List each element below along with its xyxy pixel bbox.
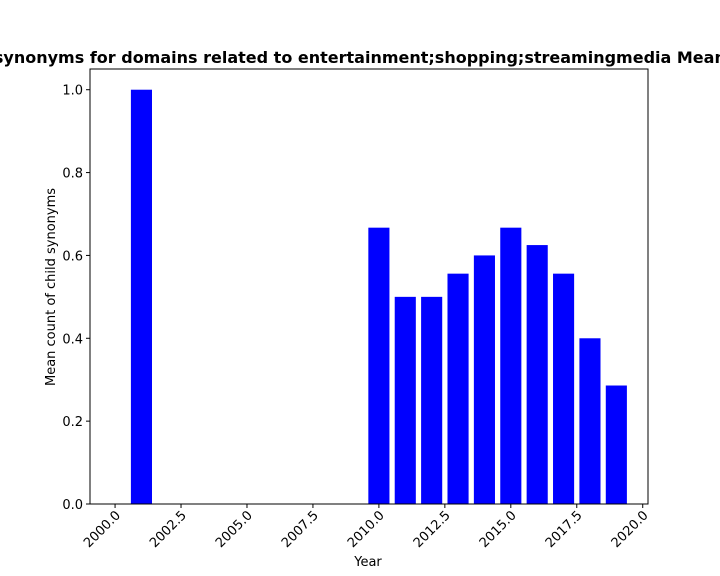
- plot-frame: [89, 68, 649, 505]
- bars-group: [130, 89, 627, 505]
- y-tick-label: 0.2: [62, 415, 83, 430]
- bar-2011: [394, 296, 416, 504]
- y-tick-label: 0.0: [62, 498, 83, 513]
- x-axis-label: Year: [353, 555, 382, 570]
- y-axis-label: Mean count of child synonyms: [44, 188, 59, 386]
- bar-2018: [579, 338, 601, 504]
- y-axis: 0.0 0.2 0.4 0.6 0.8 1.0: [62, 84, 90, 513]
- bar-2016: [526, 245, 548, 505]
- bar-2013: [447, 273, 469, 504]
- y-tick-label: 1.0: [62, 84, 83, 99]
- chart-title: Average count of child synonyms for doma…: [0, 48, 720, 67]
- y-tick-label: 0.4: [62, 332, 83, 347]
- bar-2012: [421, 296, 443, 504]
- y-tick-label: 0.6: [62, 249, 83, 264]
- bar-2014: [473, 255, 495, 504]
- bar-2001: [130, 89, 152, 504]
- bar-2019: [605, 385, 627, 504]
- bar-2015: [500, 227, 522, 504]
- bar-2017: [553, 273, 575, 504]
- bar-2010: [368, 227, 390, 504]
- y-tick-label: 0.8: [62, 167, 83, 182]
